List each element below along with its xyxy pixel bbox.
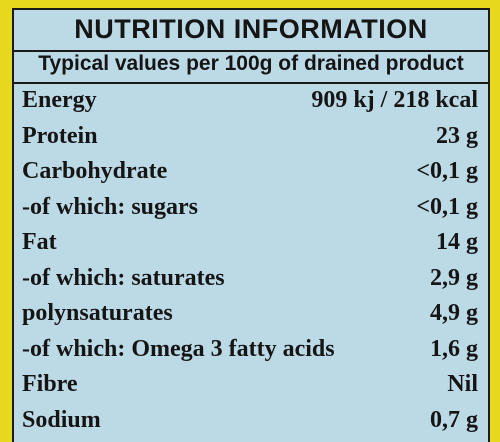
nutrient-name: -of which: Omega 3 fatty acids (22, 335, 335, 362)
table-row: Sodium 0,7 g (14, 404, 488, 440)
nutrient-name: Sodium (22, 406, 101, 433)
nutrient-name: Energy (22, 87, 97, 113)
nutrient-value: Nil (447, 371, 478, 397)
nutrient-value: 4,9 g (430, 300, 478, 326)
divider (14, 82, 488, 84)
nutrient-name: Protein (22, 122, 98, 149)
nutrient-name: polynsaturates (22, 300, 173, 326)
label-panel: NUTRITION INFORMATION Typical values per… (12, 8, 490, 442)
nutrient-value: <0,1 g (416, 158, 478, 184)
table-row: Fibre Nil (14, 368, 488, 404)
divider (14, 50, 488, 52)
table-row: -of which: sugars <0,1 g (14, 191, 488, 227)
table-row: Fat 14 g (14, 226, 488, 262)
nutrient-name: Fat (22, 229, 57, 255)
nutrient-value: 909 kj / 218 kcal (311, 87, 478, 113)
subtitle: Typical values per 100g of drained produ… (38, 52, 464, 75)
table-row: -of which: Omega 3 fatty acids 1,6 g (14, 333, 488, 369)
nutrient-name: Carbohydrate (22, 158, 168, 184)
nutrient-value: 23 g (436, 122, 478, 149)
nutrition-table: Energy 909 kj / 218 kcal Protein 23 g Carboh… (14, 84, 488, 439)
table-row: Energy 909 kj / 218 kcal (14, 84, 488, 120)
nutrient-value: 1,6 g (430, 335, 478, 362)
nutrient-name: -of which: saturates (22, 264, 225, 291)
table-row: Protein 23 g (14, 120, 488, 156)
table-row: -of which: saturates 2,9 g (14, 262, 488, 298)
nutrient-name: Fibre (22, 371, 78, 397)
table-row: Carbohydrate <0,1 g (14, 155, 488, 191)
title: NUTRITION INFORMATION (74, 14, 428, 44)
nutrient-value: 0,7 g (430, 406, 478, 433)
nutrient-value: 2,9 g (430, 264, 478, 291)
nutrient-value: <0,1 g (416, 193, 478, 220)
nutrient-name: -of which: sugars (22, 193, 199, 220)
table-row: polynsaturates 4,9 g (14, 297, 488, 333)
nutrient-value: 14 g (436, 229, 478, 255)
